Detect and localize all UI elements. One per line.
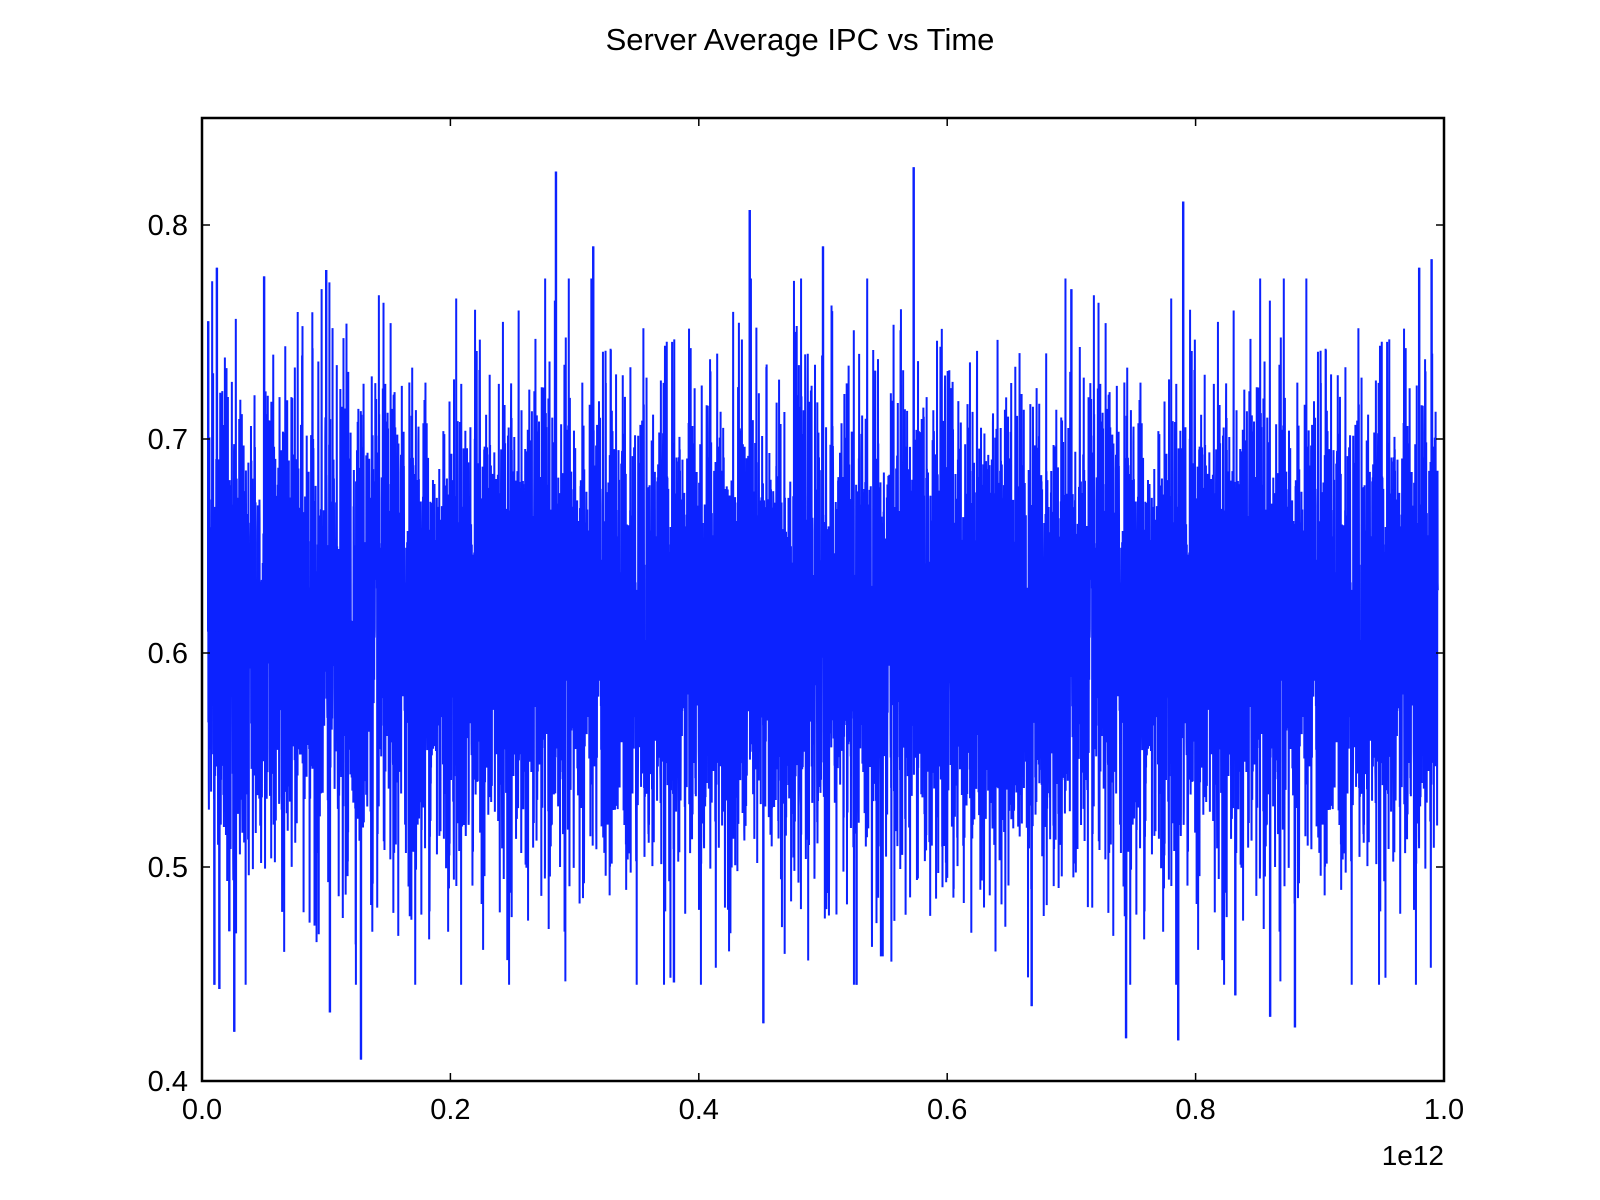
- x-tick-label: 0.0: [182, 1094, 222, 1126]
- x-tick-label: 1.0: [1424, 1094, 1464, 1126]
- x-tick-label: 0.4: [679, 1094, 719, 1126]
- y-tick-label: 0.8: [148, 210, 188, 242]
- series-layer: [207, 167, 1439, 1060]
- y-tick-label: 0.6: [148, 638, 188, 670]
- plot-frame: [200, 116, 1446, 1083]
- y-tick-label: 0.4: [148, 1066, 188, 1098]
- chart-title: Server Average IPC vs Time: [605, 22, 995, 57]
- x-axis: 0.0 0.2 0.4 0.6 0.8 1.0: [182, 118, 1464, 1126]
- y-axis: 0.4 0.5 0.6 0.7 0.8: [148, 210, 1444, 1098]
- y-tick-label: 0.5: [148, 852, 188, 884]
- x-tick-label: 0.6: [927, 1094, 967, 1126]
- x-axis-scale-label: 1e12: [1382, 1140, 1444, 1171]
- y-tick-label: 0.7: [148, 424, 188, 456]
- x-tick-label: 0.2: [430, 1094, 470, 1126]
- x-tick-label: 0.8: [1175, 1094, 1215, 1126]
